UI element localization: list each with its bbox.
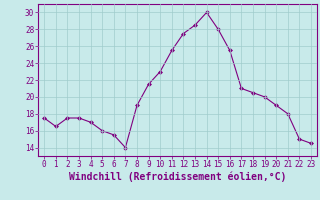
X-axis label: Windchill (Refroidissement éolien,°C): Windchill (Refroidissement éolien,°C) xyxy=(69,172,286,182)
